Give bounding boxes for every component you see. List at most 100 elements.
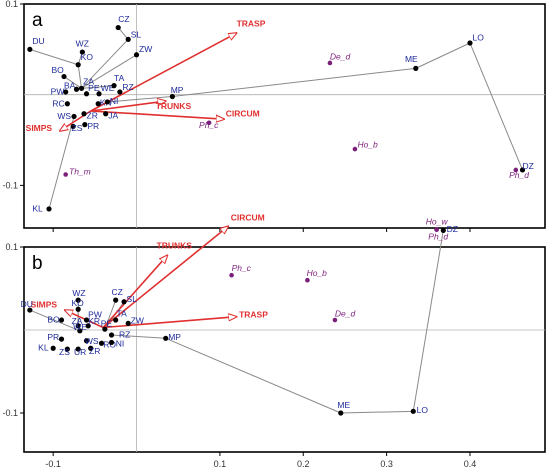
variable-arrow-trasp <box>90 33 237 112</box>
site-label: TA <box>114 73 125 83</box>
variable-label-trunks: TRUNKS <box>157 241 193 251</box>
site-label: WS <box>57 111 71 121</box>
site-point <box>102 326 108 332</box>
panel-label: a <box>32 10 43 31</box>
site-label: PR <box>47 332 59 342</box>
site-link <box>469 42 523 171</box>
site-point <box>83 338 90 344</box>
species-point <box>63 172 68 177</box>
species-point <box>513 167 519 173</box>
species-label: Ho_w <box>426 217 449 227</box>
site-link <box>81 39 129 89</box>
site-point <box>467 40 473 46</box>
variable-arrow-circum <box>102 226 228 329</box>
variable-label-trunks: TRUNKS <box>156 101 192 111</box>
site-point <box>58 317 65 323</box>
panel-frame <box>23 246 546 453</box>
site-point <box>73 86 80 92</box>
site-label: WZ <box>72 288 85 298</box>
site-link <box>48 116 75 210</box>
site-label: BA <box>64 80 76 90</box>
site-label: RZ <box>119 329 130 339</box>
site-label: ZR <box>87 110 98 120</box>
site-point <box>50 345 56 351</box>
site-label: ZS <box>72 123 83 133</box>
site-label: CZ <box>118 14 129 24</box>
x-tick-label: -0.1 <box>45 459 61 469</box>
site-link <box>77 64 83 89</box>
site-label: DZ <box>522 161 533 171</box>
site-link <box>415 42 471 69</box>
site-point <box>70 123 76 130</box>
site-label: PW <box>51 87 65 97</box>
site-label: MP <box>171 85 184 95</box>
site-label: BO <box>52 65 65 75</box>
species-point <box>229 272 234 278</box>
site-point <box>75 62 81 68</box>
site-point <box>88 345 94 351</box>
site-point <box>108 332 115 338</box>
site-label: KR <box>88 316 100 326</box>
site-label: DZ <box>447 224 458 234</box>
site-point <box>125 320 131 326</box>
site-point <box>78 85 85 91</box>
site-point <box>75 306 81 312</box>
site-label: NI <box>116 339 125 349</box>
variable-label-simps: SIMPS <box>26 123 53 133</box>
site-point <box>75 346 81 352</box>
site-label: LO <box>472 32 484 42</box>
site-point <box>81 111 87 117</box>
variable-arrow-simps <box>65 310 104 329</box>
site-point <box>121 299 127 305</box>
panel-a: a 0.1 -0.1 TRASP CIRCUM TRUNKS SIMPS DU WZ KO BO BA… <box>2 0 546 232</box>
site-point <box>163 335 169 341</box>
species-label: Ph_c <box>199 120 219 130</box>
species-point <box>305 277 310 283</box>
variable-arrow-trasp <box>103 317 236 329</box>
site-label: WE <box>101 83 115 93</box>
site-point <box>64 346 70 352</box>
site-label: PE <box>101 319 113 329</box>
site-point <box>103 111 109 117</box>
site-point <box>46 206 52 212</box>
panel-frame <box>23 3 546 229</box>
site-label: NI <box>110 96 119 106</box>
site-label: PE <box>88 83 100 93</box>
site-link <box>29 48 79 66</box>
site-point <box>133 52 140 58</box>
site-label: ZA <box>83 77 94 87</box>
site-link <box>81 85 115 89</box>
y-tick-label: 0.1 <box>5 0 18 9</box>
site-point <box>117 89 123 95</box>
y-tick-label: -0.1 <box>2 408 18 418</box>
species-label: De_d <box>335 309 356 319</box>
site-label: SL <box>131 30 142 40</box>
site-point <box>413 65 419 71</box>
site-label: DU <box>32 36 44 46</box>
site-label: PW <box>88 310 102 320</box>
site-label: DU <box>21 299 33 309</box>
site-point <box>113 317 119 323</box>
x-tick-label: 0.2 <box>297 459 310 469</box>
site-label: ZS <box>59 347 70 357</box>
site-point <box>64 101 70 107</box>
variable-arrow-circum <box>90 110 224 119</box>
site-point <box>338 410 344 416</box>
site-point <box>440 227 446 234</box>
y-tick-label: -0.1 <box>2 180 18 190</box>
site-point <box>77 328 83 334</box>
site-point <box>85 323 91 329</box>
site-label: ZW <box>139 44 152 54</box>
site-label: RO <box>103 339 116 349</box>
site-point <box>27 307 33 313</box>
site-label: ME <box>337 400 350 410</box>
site-label: UR <box>74 347 86 357</box>
site-label: RC <box>52 98 64 108</box>
site-link <box>29 309 81 332</box>
species-label: Ph_d <box>509 170 529 180</box>
site-link <box>107 96 173 103</box>
site-point <box>75 297 81 303</box>
site-link <box>340 410 414 414</box>
site-point <box>125 36 131 42</box>
